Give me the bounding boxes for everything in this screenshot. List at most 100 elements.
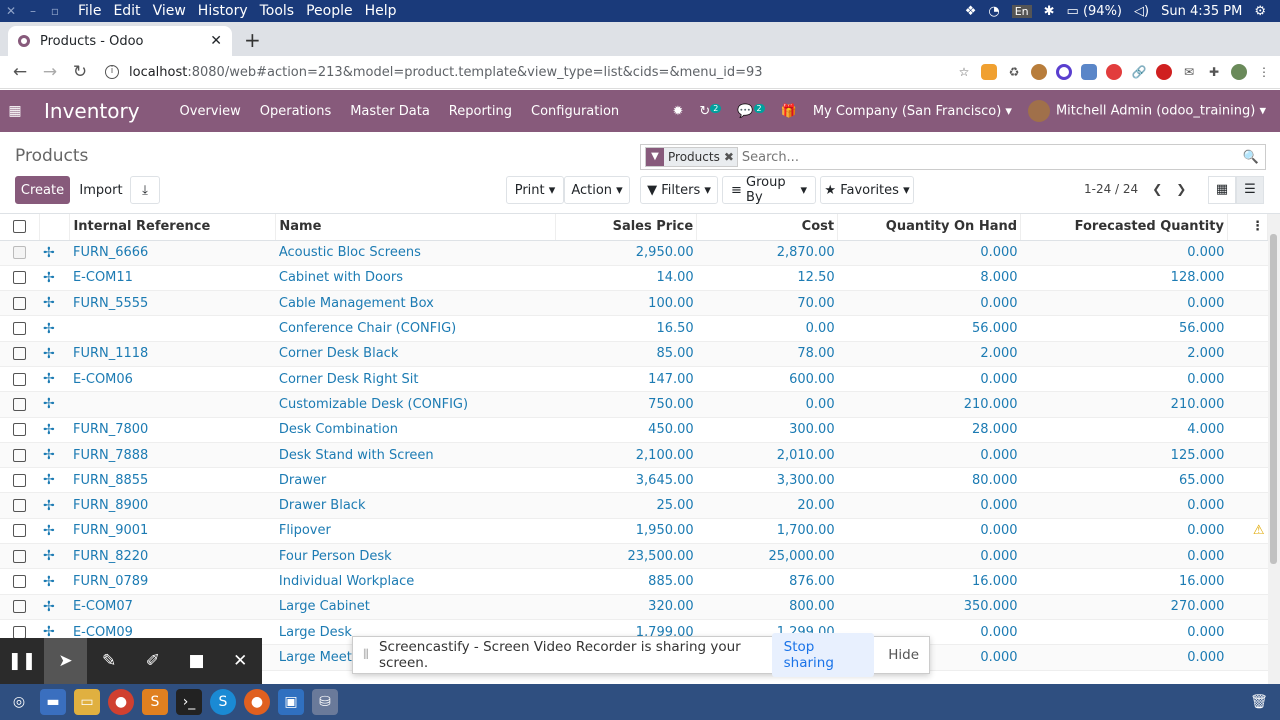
scrollbar-thumb[interactable] [1270,234,1277,564]
new-tab-icon[interactable]: + [244,28,261,52]
row-checkbox[interactable] [13,271,27,285]
tab-close-icon[interactable]: ✕ [210,33,222,49]
cell-internal-reference[interactable]: FURN_6666 [69,240,276,266]
link-icon[interactable]: 🔗 [1131,65,1147,79]
extension-recycle-icon[interactable]: ♻ [1008,65,1020,79]
optional-columns-icon[interactable]: ⋮ [1227,214,1269,241]
cell-sales-price[interactable]: 16.50 [555,315,697,342]
cell-quantity-on-hand[interactable]: 0.000 [837,442,1021,469]
cell-forecasted-quantity[interactable]: 4.000 [1020,417,1228,443]
cell-internal-reference[interactable]: E-COM06 [69,366,276,393]
cell-extra[interactable] [1227,568,1268,595]
select-all-checkbox[interactable] [13,220,27,234]
row-drag-handle-icon[interactable]: ✢ [39,417,70,443]
row-drag-handle-icon[interactable]: ✢ [39,543,70,570]
table-row[interactable]: ✢ FURN_7888 Desk Stand with Screen 2,100.00… [0,442,1268,469]
cell-cost[interactable]: 300.00 [696,417,838,443]
row-drag-handle-icon[interactable]: ✢ [39,265,70,292]
row-checkbox-cell[interactable] [0,492,40,519]
cell-name[interactable]: Customizable Desk (CONFIG) [275,391,556,418]
puzzle-icon[interactable]: ✚ [1208,65,1220,79]
row-drag-handle-icon[interactable]: ✢ [39,290,70,317]
cell-quantity-on-hand[interactable]: 2.000 [837,341,1021,367]
cell-quantity-on-hand[interactable]: 0.000 [837,492,1021,519]
cell-cost[interactable]: 78.00 [696,341,838,367]
close-toolbar-icon[interactable]: ✕ [233,651,248,671]
folder-icon[interactable]: ▭ [74,689,100,715]
col-quantity-on-hand[interactable]: Quantity On Hand [837,214,1022,241]
bluetooth-icon[interactable]: ✱ [1043,3,1055,19]
table-row[interactable]: ✢ E-COM06 Corner Desk Right Sit 147.00 600.0… [0,366,1268,393]
table-row[interactable]: ✢ E-COM11 Cabinet with Doors 14.00 12.50 8.00… [0,265,1268,292]
battery-icon[interactable]: ▭ (94%) [1066,3,1123,19]
app-name[interactable]: Inventory [44,99,140,123]
facet-remove-icon[interactable]: ✖ [723,150,734,164]
row-checkbox[interactable] [13,473,27,487]
cell-extra[interactable]: ⚠ [1227,518,1268,545]
kanban-view-icon[interactable]: ▦ [1208,176,1236,204]
cell-extra[interactable] [1227,619,1268,646]
menu-file[interactable]: File [78,3,102,19]
row-checkbox[interactable] [13,246,27,260]
wifi-icon[interactable]: ◔ [988,3,1000,19]
hide-button[interactable]: Hide [888,647,919,663]
menu-edit[interactable]: Edit [113,3,141,19]
url-field[interactable]: i localhost:8080/web#action=213&model=pr… [105,65,763,80]
vertical-scrollbar[interactable] [1268,214,1280,684]
search-input[interactable] [741,149,1243,165]
cell-cost[interactable]: 1,700.00 [696,518,838,545]
cell-forecasted-quantity[interactable]: 0.000 [1020,644,1228,671]
table-row[interactable]: ✢ FURN_0789 Individual Workplace 885.00 876.… [0,568,1268,595]
gift-icon[interactable]: 🎁 [780,103,797,119]
cell-sales-price[interactable]: 885.00 [555,568,697,595]
cell-cost[interactable]: 600.00 [696,366,838,393]
search-facet[interactable]: ▼ Products ✖ [645,147,738,167]
list-view-icon[interactable]: ☰ [1236,176,1264,204]
cell-extra[interactable] [1227,594,1268,620]
pager-previous-icon[interactable]: ❮ [1152,182,1163,196]
cell-cost[interactable]: 70.00 [696,290,838,317]
col-cost[interactable]: Cost [696,214,839,241]
forward-icon[interactable]: → [42,62,58,82]
table-row[interactable]: ✢ FURN_8855 Drawer 3,645.00 3,300.00 80.000 65… [0,467,1268,494]
cell-internal-reference[interactable]: FURN_7800 [69,417,276,443]
cell-name[interactable]: Desk Combination [275,417,556,443]
debug-bug-icon[interactable]: ✹ [672,103,684,119]
cell-cost[interactable]: 3,300.00 [696,467,838,494]
menu-people[interactable]: People [306,3,353,19]
row-checkbox-cell[interactable] [0,391,40,418]
import-button[interactable]: Import [78,176,124,204]
table-row[interactable]: ✢ FURN_8220 Four Person Desk 23,500.00 25,00… [0,543,1268,570]
cell-sales-price[interactable]: 23,500.00 [555,543,697,570]
chrome-icon[interactable]: ● [108,689,134,715]
table-row[interactable]: ✢ FURN_6666 Acoustic Bloc Screens 2,950.00 2… [0,240,1268,266]
cell-sales-price[interactable]: 25.00 [555,492,697,519]
row-drag-handle-icon[interactable]: ✢ [39,442,70,469]
cell-sales-price[interactable]: 147.00 [555,366,697,393]
row-checkbox[interactable] [13,322,27,336]
trash-icon[interactable]: 🗑 [1250,694,1268,710]
row-drag-handle-icon[interactable]: ✢ [39,315,70,342]
cell-forecasted-quantity[interactable]: 0.000 [1020,366,1228,393]
cell-quantity-on-hand[interactable]: 80.000 [837,467,1021,494]
cell-quantity-on-hand[interactable]: 0.000 [837,240,1021,266]
reload-icon[interactable]: ↻ [72,62,88,82]
cell-cost[interactable]: 20.00 [696,492,838,519]
cell-forecasted-quantity[interactable]: 0.000 [1020,518,1228,545]
row-drag-handle-icon[interactable]: ✢ [39,568,70,595]
cell-name[interactable]: Drawer [275,467,556,494]
window-minimize-icon[interactable]: – [30,4,36,18]
cell-forecasted-quantity[interactable]: 0.000 [1020,240,1228,266]
cell-quantity-on-hand[interactable]: 0.000 [837,518,1021,545]
nav-reporting[interactable]: Reporting [448,103,512,119]
row-checkbox-cell[interactable] [0,518,40,545]
pen-icon[interactable]: ✎ [102,651,117,671]
create-button[interactable]: Create [15,176,70,204]
cell-cost[interactable]: 25,000.00 [696,543,838,570]
cell-forecasted-quantity[interactable]: 0.000 [1020,290,1228,317]
skype-icon[interactable]: S [210,689,236,715]
extension-monkey-icon[interactable] [1031,64,1047,80]
cell-name[interactable]: Large Cabinet [275,594,556,620]
cell-name[interactable]: Corner Desk Black [275,341,556,367]
dropbox-icon[interactable]: ❖ [964,3,977,19]
